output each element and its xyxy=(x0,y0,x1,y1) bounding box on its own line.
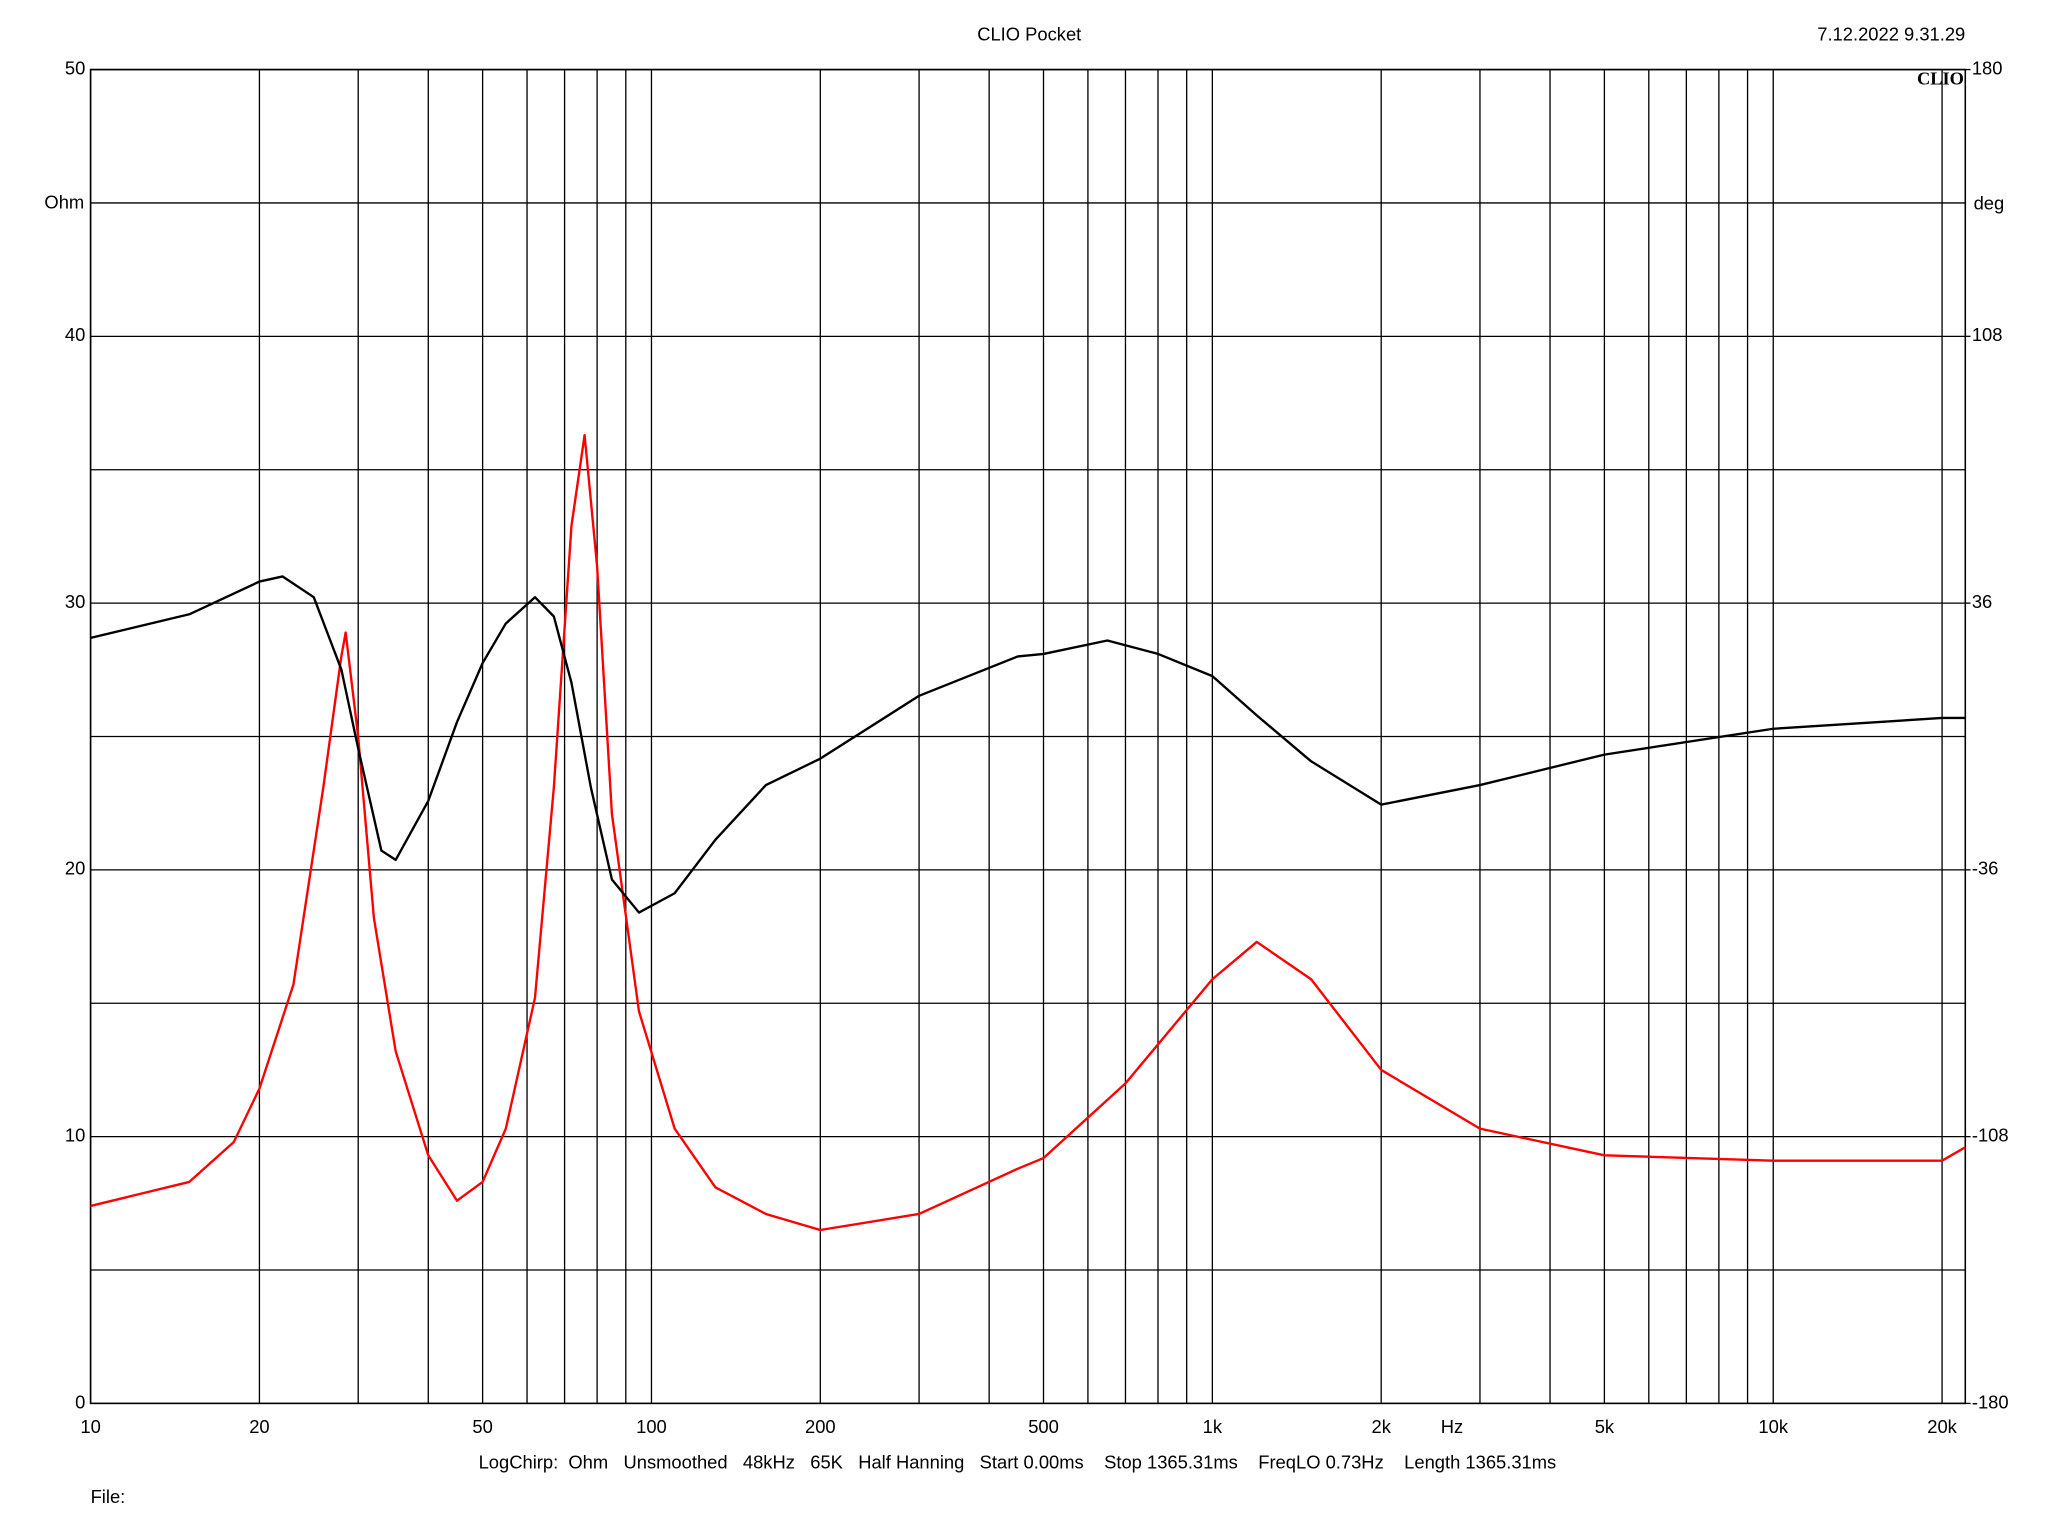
y2-tick-label: -36 xyxy=(1972,858,1999,879)
x-tick-label: 20 xyxy=(249,1416,269,1437)
x-axis-label: Hz xyxy=(1441,1416,1463,1437)
x-tick-label: 200 xyxy=(805,1416,836,1437)
y2-axis-label: deg xyxy=(1974,193,2005,214)
plot-frame xyxy=(89,68,1967,1405)
y2-tick-label: 180 xyxy=(1972,57,2003,78)
logo: CLIO xyxy=(1917,68,1964,88)
y-axis-label: Ohm xyxy=(44,191,84,212)
y-tick-label: 50 xyxy=(65,57,85,78)
y2-tick-label: -108 xyxy=(1972,1124,2009,1145)
x-tick-label: 2k xyxy=(1371,1416,1391,1437)
data-line xyxy=(90,433,1966,1232)
y-tick-label: 20 xyxy=(65,858,85,879)
data-line xyxy=(90,575,1966,914)
file-label: File: xyxy=(91,1486,126,1507)
x-tick-label: 5k xyxy=(1595,1416,1615,1437)
y2-tick-label: -180 xyxy=(1972,1391,2009,1412)
x-tick-label: 100 xyxy=(636,1416,667,1437)
y2-tick-label: 36 xyxy=(1972,591,1992,612)
y-tick-label: 30 xyxy=(65,591,85,612)
y-tick-label: 40 xyxy=(65,324,85,345)
chart-title: CLIO Pocket xyxy=(977,23,1081,44)
x-tick-label: 20k xyxy=(1927,1416,1957,1437)
info-line: LogChirp: Ohm Unsmoothed 48kHz 65K Half … xyxy=(479,1452,1557,1473)
x-tick-label: 10k xyxy=(1758,1416,1788,1437)
y-tick-label: 0 xyxy=(75,1391,85,1412)
y2-tick-label: 108 xyxy=(1972,324,2003,345)
y-tick-label: 10 xyxy=(65,1124,85,1145)
timestamp: 7.12.2022 9.31.29 xyxy=(1817,23,1965,44)
x-tick-label: 50 xyxy=(472,1416,492,1437)
x-tick-label: 10 xyxy=(80,1416,100,1437)
x-tick-label: 1k xyxy=(1203,1416,1223,1437)
x-tick-label: 500 xyxy=(1028,1416,1059,1437)
